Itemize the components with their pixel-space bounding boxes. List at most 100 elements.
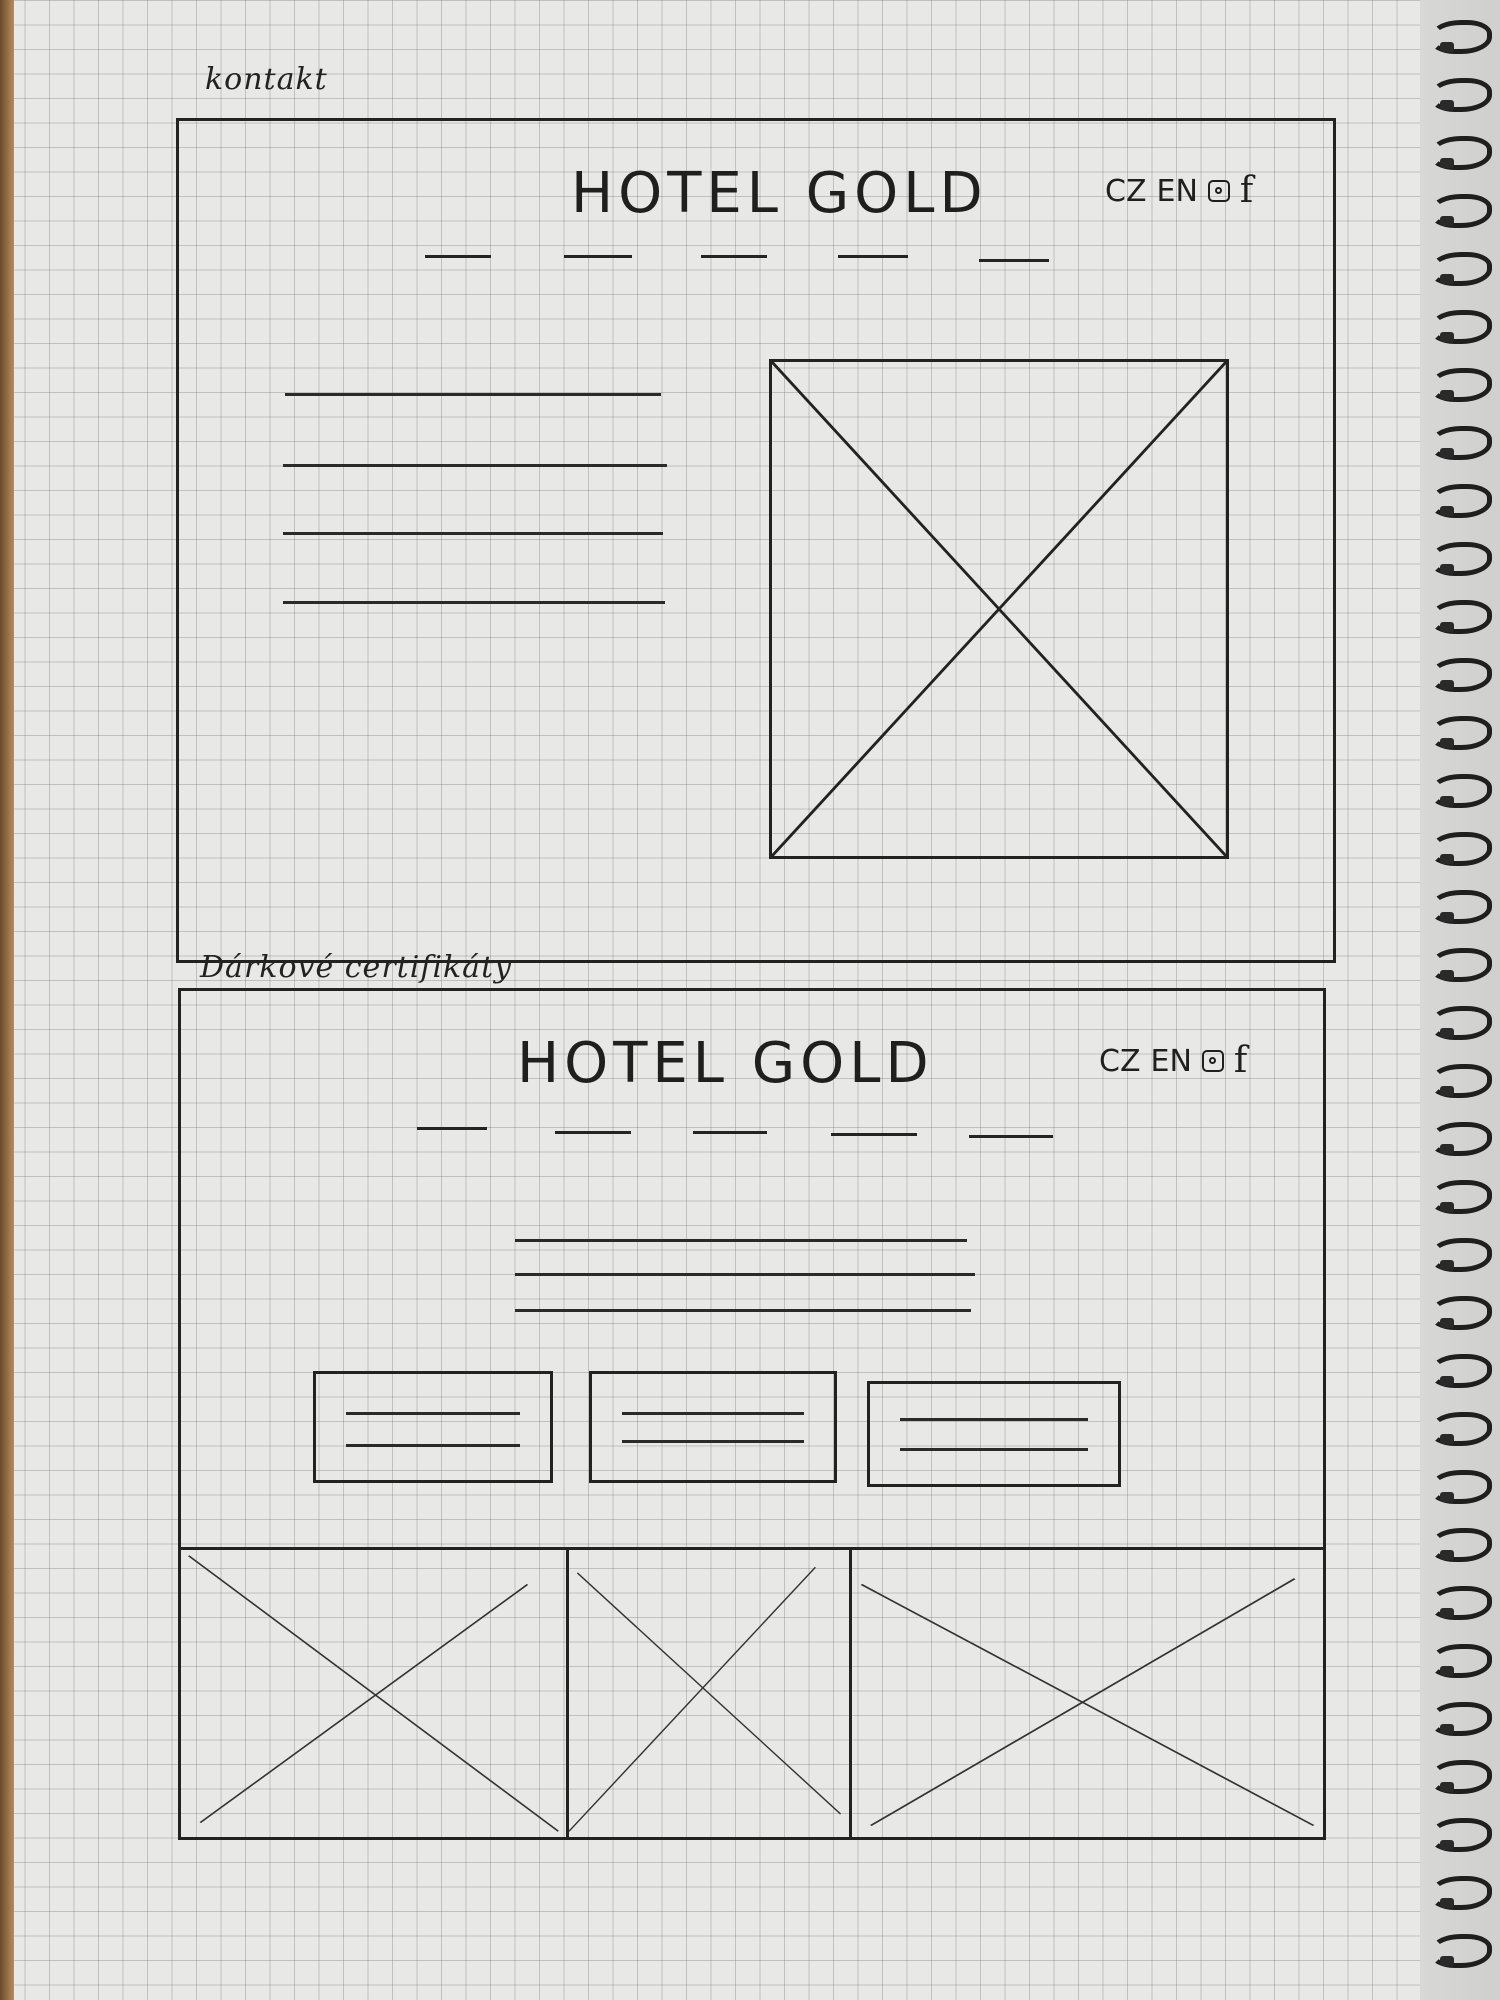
spiral-coil (1430, 1470, 1492, 1504)
sketch-1-frame: HOTEL GOLD CZ EN f (176, 118, 1336, 963)
hotel-title[interactable]: HOTEL GOLD (571, 161, 988, 226)
spiral-coil (1430, 194, 1492, 228)
lang-cz-link[interactable]: CZ (1099, 1043, 1141, 1079)
spiral-coil (1430, 600, 1492, 634)
spiral-coil (1430, 658, 1492, 692)
spiral-coil (1430, 774, 1492, 808)
spiral-hole (1440, 1666, 1454, 1676)
nav-item-3[interactable] (693, 1131, 767, 1134)
spiral-coil (1430, 1122, 1492, 1156)
card-line (346, 1412, 520, 1415)
spiral-coil (1430, 1644, 1492, 1678)
nav-item-4[interactable] (838, 255, 908, 258)
spiral-hole (1440, 854, 1454, 864)
spiral-hole (1440, 912, 1454, 922)
card-line (622, 1440, 804, 1443)
gallery-image-1[interactable] (181, 1550, 566, 1837)
spiral-coil (1430, 1818, 1492, 1852)
facebook-icon[interactable]: f (1233, 1040, 1248, 1081)
spiral-coil (1430, 1760, 1492, 1794)
nav-item-1[interactable] (417, 1127, 487, 1130)
contact-image-placeholder (769, 359, 1229, 859)
spiral-coil (1430, 1586, 1492, 1620)
spiral-coil (1430, 1412, 1492, 1446)
spiral-hole (1440, 158, 1454, 168)
language-social-bar: CZ EN f (1105, 173, 1253, 209)
nav-item-5[interactable] (969, 1135, 1053, 1138)
intro-line-3 (515, 1309, 971, 1312)
sketch-2-caption: Dárkové certifikáty (200, 950, 513, 985)
card-line (900, 1418, 1088, 1421)
facebook-icon[interactable]: f (1239, 170, 1254, 211)
spiral-coil (1430, 20, 1492, 54)
instagram-icon[interactable] (1207, 180, 1230, 202)
card-line (622, 1412, 804, 1415)
certificate-card-3[interactable] (867, 1381, 1121, 1487)
spiral-coil (1430, 426, 1492, 460)
text-line-3 (283, 532, 663, 535)
nav-item-2[interactable] (555, 1131, 631, 1134)
spiral-coil (1430, 1064, 1492, 1098)
spiral-coil (1430, 542, 1492, 576)
spiral-hole (1440, 1898, 1454, 1908)
desk-edge (0, 0, 14, 2000)
spiral-hole (1440, 970, 1454, 980)
spiral-hole (1440, 1376, 1454, 1386)
spiral-coil (1430, 890, 1492, 924)
spiral-coil (1430, 1296, 1492, 1330)
spiral-hole (1440, 216, 1454, 226)
spiral-coil (1430, 310, 1492, 344)
spiral-hole (1440, 1028, 1454, 1038)
nav-item-1[interactable] (425, 255, 491, 258)
intro-line-2 (515, 1273, 975, 1276)
spiral-hole (1440, 274, 1454, 284)
spiral-hole (1440, 564, 1454, 574)
text-line-2 (283, 464, 667, 467)
spiral-coil (1430, 1006, 1492, 1040)
gallery-strip (181, 1547, 1323, 1837)
spiral-hole (1440, 1608, 1454, 1618)
nav-item-2[interactable] (564, 255, 632, 258)
spiral-coil (1430, 948, 1492, 982)
card-line (900, 1448, 1088, 1451)
spiral-hole (1440, 1492, 1454, 1502)
spiral-coil (1430, 1876, 1492, 1910)
certificate-card-2[interactable] (589, 1371, 837, 1483)
lang-en-link[interactable]: EN (1150, 1043, 1192, 1079)
spiral-hole (1440, 622, 1454, 632)
spiral-hole (1440, 1260, 1454, 1270)
notebook-spiral (1420, 0, 1500, 2000)
card-line (346, 1444, 520, 1447)
gallery-divider (849, 1550, 852, 1837)
gallery-image-2[interactable] (569, 1550, 849, 1837)
spiral-hole (1440, 1550, 1454, 1560)
instagram-icon[interactable] (1201, 1050, 1224, 1072)
intro-line-1 (515, 1239, 967, 1242)
spiral-coil (1430, 1238, 1492, 1272)
gallery-image-3[interactable] (852, 1550, 1323, 1837)
spiral-coil (1430, 78, 1492, 112)
spiral-hole (1440, 1086, 1454, 1096)
spiral-hole (1440, 100, 1454, 110)
spiral-coil (1430, 1180, 1492, 1214)
language-social-bar: CZ EN f (1099, 1043, 1247, 1079)
spiral-coil (1430, 1934, 1492, 1968)
spiral-hole (1440, 1840, 1454, 1850)
lang-en-link[interactable]: EN (1156, 173, 1198, 209)
text-line-4 (283, 601, 665, 604)
nav-item-3[interactable] (701, 255, 767, 258)
gallery-divider (566, 1550, 569, 1837)
spiral-hole (1440, 796, 1454, 806)
spiral-hole (1440, 680, 1454, 690)
lang-cz-link[interactable]: CZ (1105, 173, 1147, 209)
certificate-card-1[interactable] (313, 1371, 553, 1483)
spiral-hole (1440, 1782, 1454, 1792)
spiral-hole (1440, 506, 1454, 516)
spiral-coil (1430, 368, 1492, 402)
spiral-coil (1430, 1702, 1492, 1736)
hotel-title[interactable]: HOTEL GOLD (517, 1031, 934, 1096)
nav-item-5[interactable] (979, 259, 1049, 262)
nav-item-4[interactable] (831, 1133, 917, 1136)
spiral-coil (1430, 1354, 1492, 1388)
spiral-hole (1440, 448, 1454, 458)
